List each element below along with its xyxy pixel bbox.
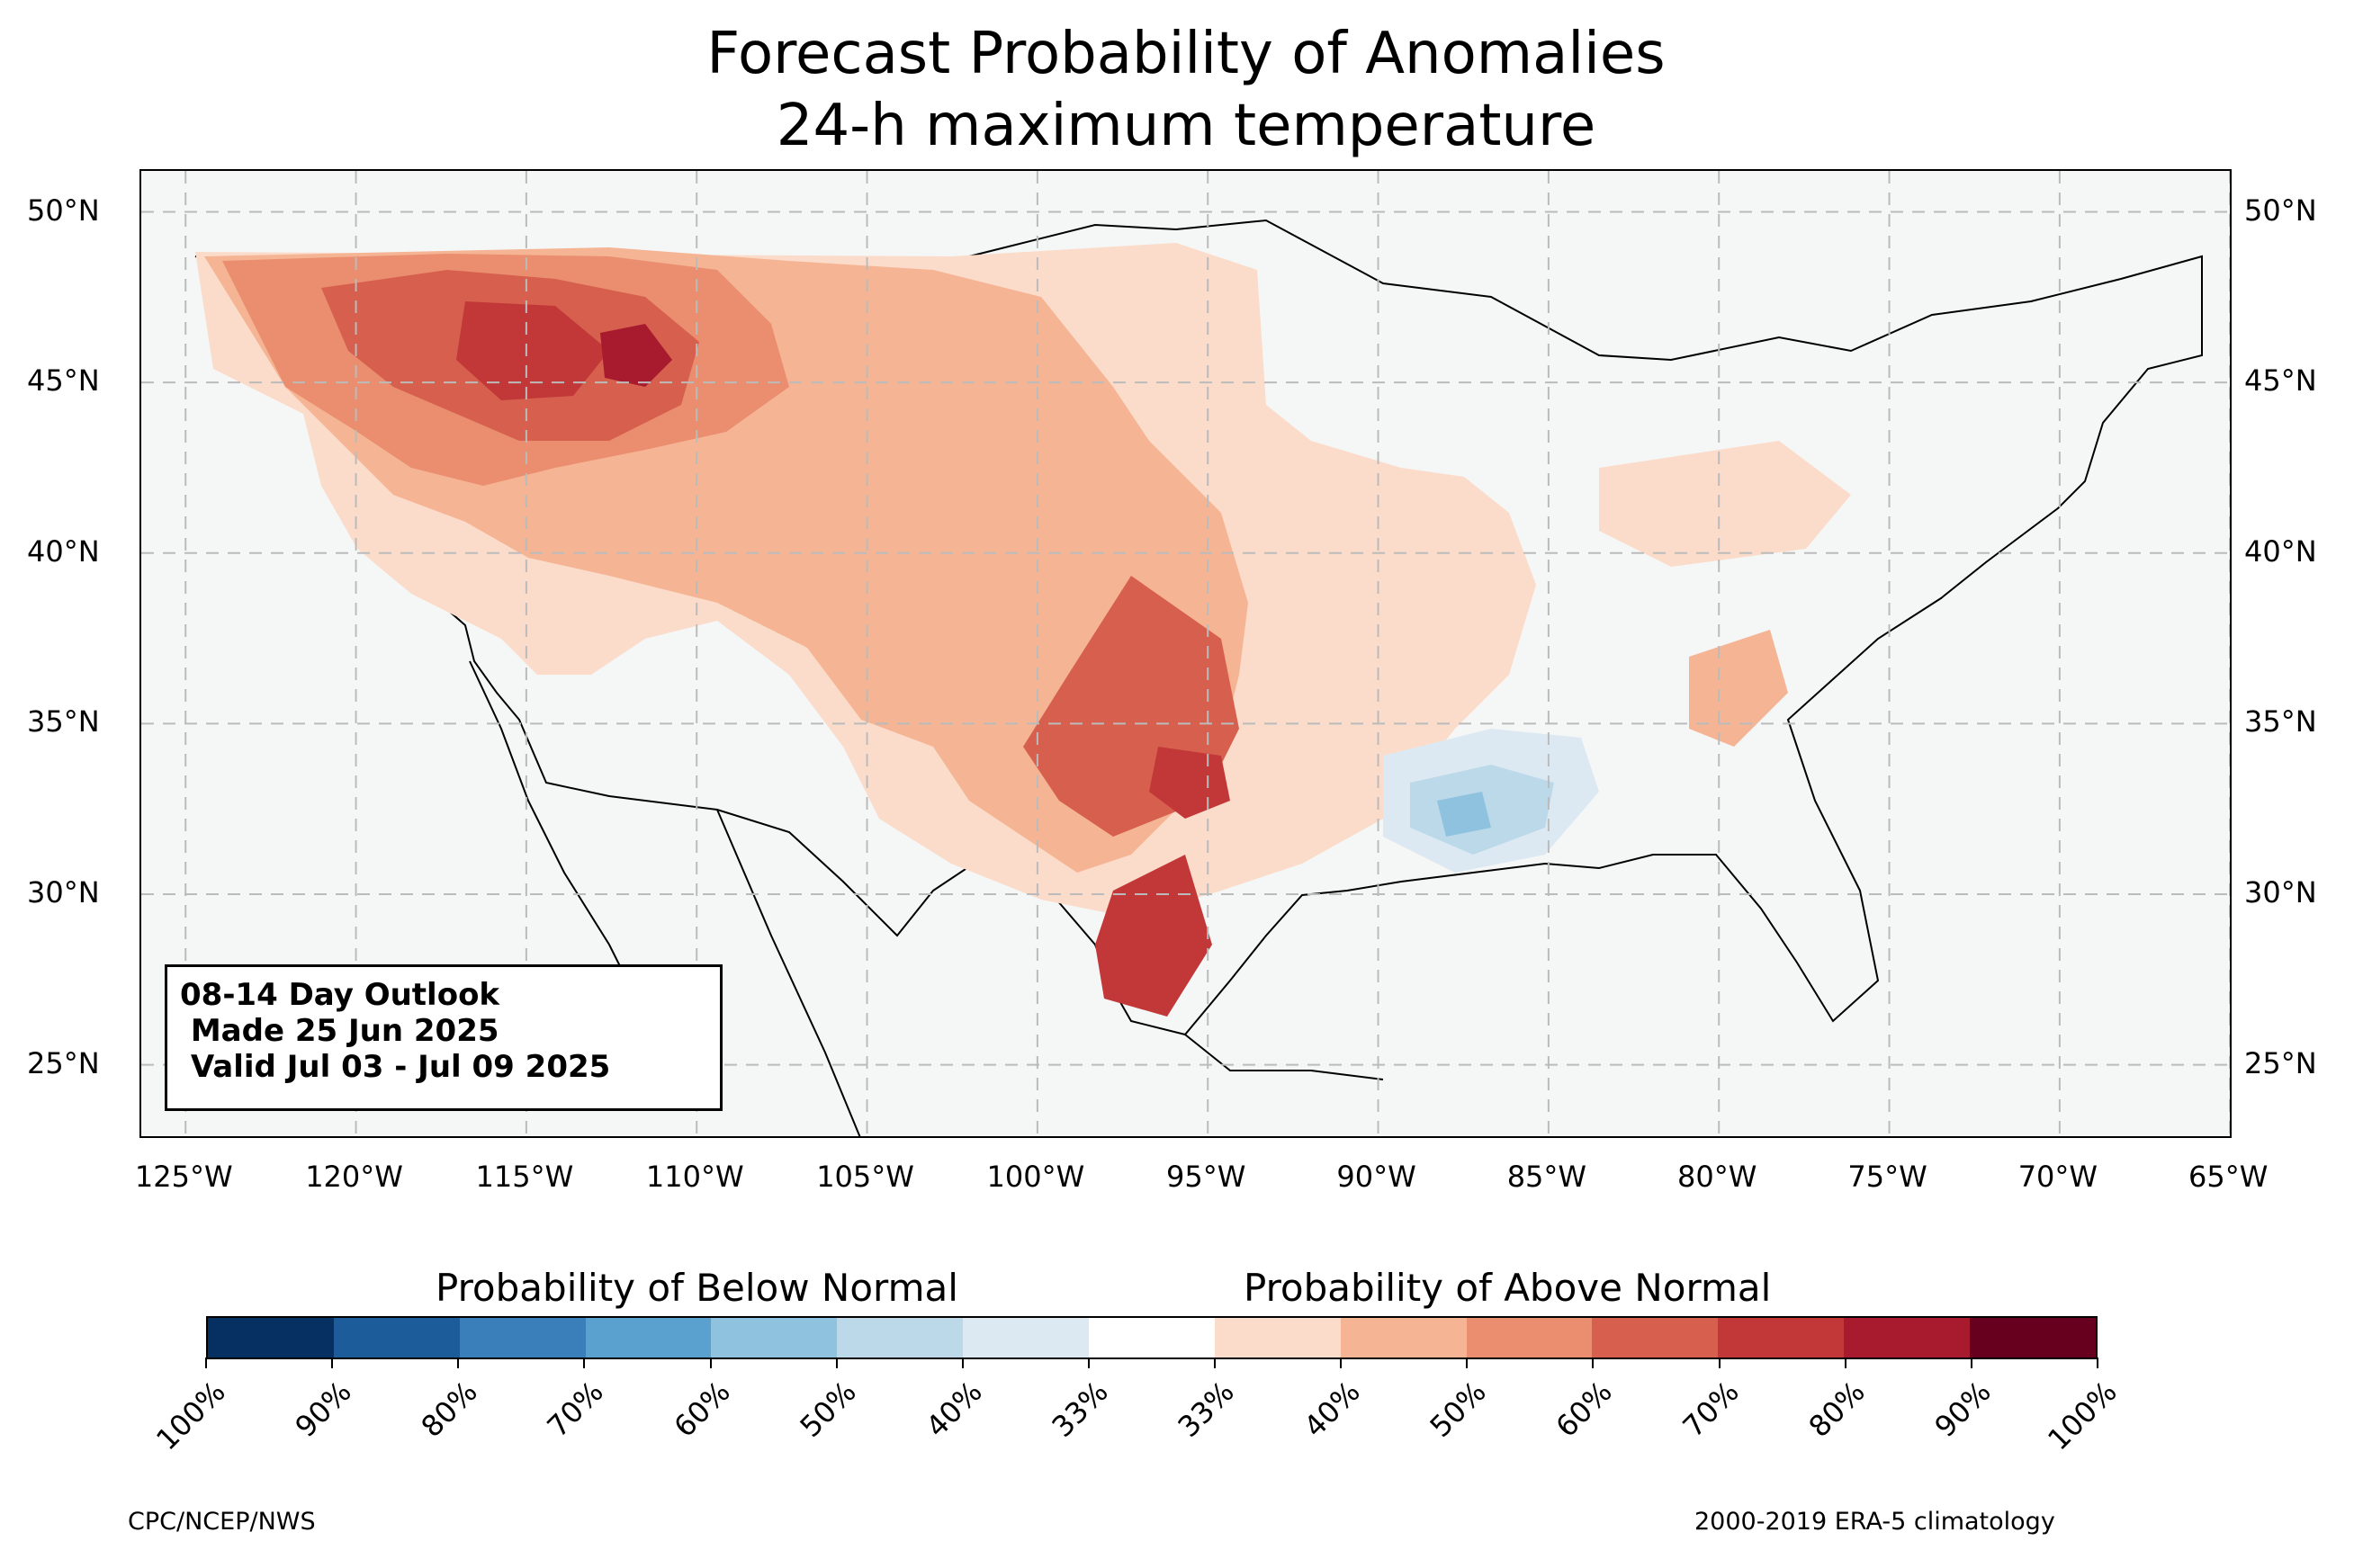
map-panel xyxy=(139,169,2232,1138)
colorbar-segment xyxy=(711,1318,838,1357)
colorbar-tick-label: 90% xyxy=(288,1374,358,1445)
longitude-label: 125°W xyxy=(134,1160,233,1194)
latitude-label: 50°N xyxy=(2244,193,2317,228)
chart-title-line-1: Forecast Probability of Anomalies xyxy=(706,21,1666,87)
latitude-label: 50°N xyxy=(27,193,100,228)
colorbar-tick-label: 40% xyxy=(1297,1374,1367,1445)
colorbar-tick-label: 90% xyxy=(1927,1374,1998,1445)
outlook-made-date: Made 25 Jun 2025 xyxy=(180,1013,499,1049)
colorbar-segment xyxy=(333,1318,460,1357)
colorbar-tick-label: 80% xyxy=(414,1374,485,1445)
longitude-label: 100°W xyxy=(986,1160,1085,1194)
latitude-label: 40°N xyxy=(2244,533,2317,569)
colorbar-above-normal-header: Probability of Above Normal xyxy=(1244,1266,1772,1310)
colorbar-tick-label: 50% xyxy=(1423,1374,1494,1445)
footer-climatology: 2000-2019 ERA-5 climatology xyxy=(1694,1508,2055,1536)
colorbar-tick-label: 70% xyxy=(540,1374,611,1445)
colorbar-tick xyxy=(205,1357,207,1368)
colorbar-segment xyxy=(1718,1318,1845,1357)
latitude-label: 40°N xyxy=(27,533,100,569)
longitude-label: 120°W xyxy=(305,1160,403,1194)
longitude-label: 90°W xyxy=(1336,1160,1416,1194)
colorbar-segment xyxy=(208,1318,334,1357)
colorbar-segment xyxy=(837,1318,964,1357)
colorbar-segment xyxy=(585,1318,712,1357)
colorbar-tick xyxy=(1970,1357,1972,1368)
latitude-label: 45°N xyxy=(2244,363,2317,399)
colorbar-tick-label: 33% xyxy=(1171,1374,1241,1445)
outlook-valid-range: Valid Jul 03 - Jul 09 2025 xyxy=(180,1049,611,1085)
longitude-label: 115°W xyxy=(475,1160,574,1194)
longitude-label: 70°W xyxy=(2017,1160,2098,1194)
colorbar-tick xyxy=(1466,1357,1469,1368)
colorbar-segment xyxy=(1089,1318,1215,1357)
colorbar-tick-label: 100% xyxy=(149,1374,232,1457)
longitude-label: 95°W xyxy=(1166,1160,1246,1194)
colorbar-tick-label: 50% xyxy=(793,1374,863,1445)
colorbar-segment xyxy=(1466,1318,1593,1357)
latitude-label: 45°N xyxy=(27,363,100,399)
longitude-label: 80°W xyxy=(1677,1160,1757,1194)
chart-title-line-2: 24-h maximum temperature xyxy=(776,93,1596,159)
latitude-label: 25°N xyxy=(27,1045,100,1080)
colorbar-segment xyxy=(1592,1318,1719,1357)
longitude-label: 85°W xyxy=(1506,1160,1587,1194)
colorbar-segment xyxy=(459,1318,586,1357)
colorbar-tick xyxy=(1340,1357,1343,1368)
colorbar-segment xyxy=(1844,1318,1971,1357)
longitude-label: 65°W xyxy=(2188,1160,2269,1194)
outlook-title: 08-14 Day Outlook xyxy=(180,977,500,1013)
probability-map xyxy=(141,171,2230,1136)
latitude-label: 30°N xyxy=(27,874,100,909)
colorbar-tick xyxy=(2097,1357,2098,1368)
footer-source: CPC/NCEP/NWS xyxy=(128,1508,316,1536)
colorbar-below-normal-header: Probability of Below Normal xyxy=(436,1266,958,1310)
colorbar-tick-label: 40% xyxy=(919,1374,989,1445)
gridlines xyxy=(141,171,2230,1136)
colorbar-tick-label: 33% xyxy=(1045,1374,1115,1445)
colorbar-tick xyxy=(961,1357,964,1368)
colorbar-tick xyxy=(1844,1357,1846,1368)
latitude-label: 30°N xyxy=(2244,874,2317,909)
below-normal-shading xyxy=(1383,729,1599,873)
colorbar-tick xyxy=(835,1357,838,1368)
colorbar-tick xyxy=(457,1357,460,1368)
latitude-label: 35°N xyxy=(2244,704,2317,739)
colorbar-tick xyxy=(331,1357,334,1368)
colorbar-tick xyxy=(1718,1357,1721,1368)
above-normal-shading xyxy=(195,243,1851,1017)
colorbar-tick xyxy=(583,1357,586,1368)
colorbar-tick xyxy=(1214,1357,1217,1368)
longitude-label: 110°W xyxy=(645,1160,744,1194)
colorbar-tick-label: 100% xyxy=(2041,1374,2124,1457)
colorbar-tick xyxy=(1592,1357,1595,1368)
colorbar-tick xyxy=(1087,1357,1090,1368)
colorbar-tick-label: 80% xyxy=(1801,1374,1872,1445)
colorbar-tick-label: 70% xyxy=(1676,1374,1746,1445)
colorbar-tick-label: 60% xyxy=(667,1374,737,1445)
outlook-info-box: 08-14 Day Outlook Made 25 Jun 2025 Valid… xyxy=(165,964,723,1111)
probability-colorbar xyxy=(206,1316,2098,1359)
colorbar-tick xyxy=(709,1357,712,1368)
colorbar-segment xyxy=(963,1318,1090,1357)
latitude-label: 35°N xyxy=(27,704,100,739)
latitude-label: 25°N xyxy=(2244,1045,2317,1080)
colorbar-tick-label: 60% xyxy=(1550,1374,1620,1445)
colorbar-segment xyxy=(1214,1318,1341,1357)
colorbar-segment xyxy=(1970,1318,2096,1357)
colorbar-segment xyxy=(1340,1318,1467,1357)
longitude-label: 105°W xyxy=(816,1160,914,1194)
longitude-label: 75°W xyxy=(1847,1160,1927,1194)
